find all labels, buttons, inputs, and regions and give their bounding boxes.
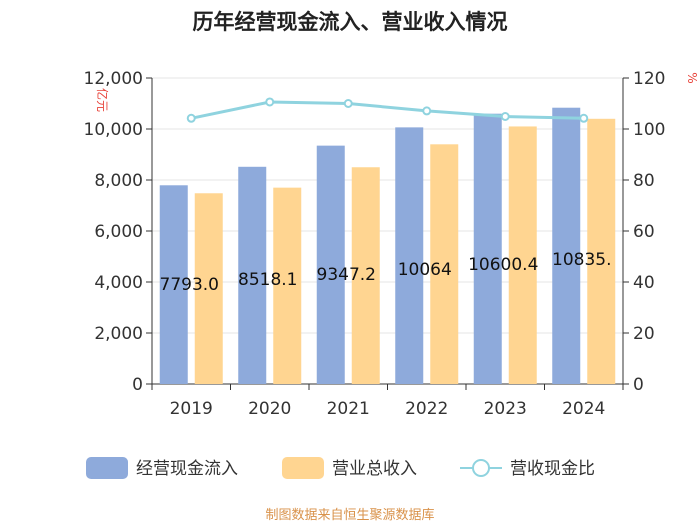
- data-label-cash-inflow: 10600.4: [468, 255, 538, 275]
- right-tick-label: 0: [633, 375, 644, 395]
- x-tick-label: 2020: [248, 399, 291, 419]
- bar-revenue: [273, 187, 302, 384]
- chart-title: 历年经营现金流入、营业收入情况: [193, 10, 508, 34]
- ratio-point: [186, 113, 196, 123]
- bar-revenue: [194, 193, 223, 384]
- ratio-point: [343, 99, 353, 108]
- right-tick-label: 100: [633, 120, 665, 140]
- bar-cash-inflow: [316, 145, 345, 384]
- data-label-cash-inflow: 9347.2: [317, 265, 376, 285]
- left-tick-label: 2,000: [94, 324, 143, 344]
- bar-revenue: [508, 126, 537, 384]
- x-tick-label: 2021: [327, 399, 370, 419]
- data-labels: 7793.0 8518.1 9347.2 10064 10600.4 10835.: [160, 250, 612, 295]
- bar-cash-inflow: [552, 107, 581, 385]
- bar-cash-inflow: [238, 166, 267, 384]
- bar-revenue: [351, 167, 380, 384]
- legend-swatch-ratio-marker: [472, 459, 490, 477]
- data-label-cash-inflow: 7793.0: [160, 275, 219, 295]
- bar-cash-inflow: [159, 185, 188, 384]
- legend-label-revenue: 营业总收入: [332, 459, 417, 479]
- ratio-point: [500, 112, 510, 122]
- data-label-cash-inflow: 10835.: [552, 250, 611, 270]
- right-tick-label: 60: [633, 222, 655, 242]
- right-tick-label: 80: [633, 171, 655, 191]
- gridlines: [152, 77, 623, 334]
- ratio-point: [265, 97, 275, 107]
- legend-label-ratio: 营收现金比: [510, 459, 595, 479]
- bar-revenue: [587, 118, 616, 385]
- ratio-point: [422, 106, 432, 116]
- right-axis-unit: %: [685, 72, 699, 83]
- data-label-cash-inflow: 10064: [398, 260, 452, 280]
- bar-cash-inflow: [395, 127, 424, 385]
- right-tick-label: 20: [633, 324, 655, 344]
- right-tick-label: 40: [633, 273, 655, 293]
- source-note: 制图数据来自恒生聚源数据库: [265, 507, 434, 523]
- left-tick-label: 0: [132, 375, 143, 395]
- x-tick-label: 2024: [562, 399, 605, 419]
- bars: [159, 107, 616, 385]
- left-tick-label: 10,000: [84, 120, 143, 140]
- ratio-line-path: [190, 100, 584, 120]
- left-tick-label: 6,000: [94, 222, 143, 242]
- right-tick-label: 120: [633, 69, 665, 89]
- left-tick-label: 8,000: [94, 171, 143, 191]
- data-label-cash-inflow: 8518.1: [238, 270, 297, 290]
- legend-swatch-cash-inflow: [86, 457, 128, 479]
- x-tick-label: 2023: [484, 399, 527, 419]
- x-tick-label: 2019: [170, 399, 213, 419]
- bar-revenue: [430, 144, 459, 384]
- ratio-line: [186, 97, 589, 123]
- axes: 0 0 2,000 20 4,000 40 6,000 60 8,000 80 10,000 100 1…: [84, 69, 666, 419]
- legend: 经营现金流入 营业总收入 营收现金比: [86, 457, 595, 479]
- x-tick-label: 2022: [405, 399, 448, 419]
- legend-swatch-revenue: [282, 457, 324, 479]
- bar-cash-inflow: [473, 113, 502, 385]
- ratio-point: [579, 113, 589, 123]
- left-tick-label: 12,000: [84, 69, 143, 89]
- left-axis-unit: 亿元: [95, 88, 110, 112]
- left-tick-label: 4,000: [94, 273, 143, 293]
- legend-label-cash-inflow: 经营现金流入: [136, 459, 238, 479]
